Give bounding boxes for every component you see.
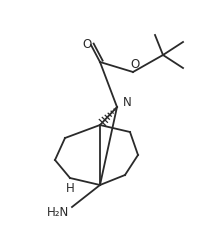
Text: H₂N: H₂N (47, 206, 69, 219)
Text: N: N (123, 96, 131, 110)
Text: O: O (82, 38, 92, 51)
Text: O: O (130, 58, 140, 72)
Text: H: H (66, 182, 74, 195)
